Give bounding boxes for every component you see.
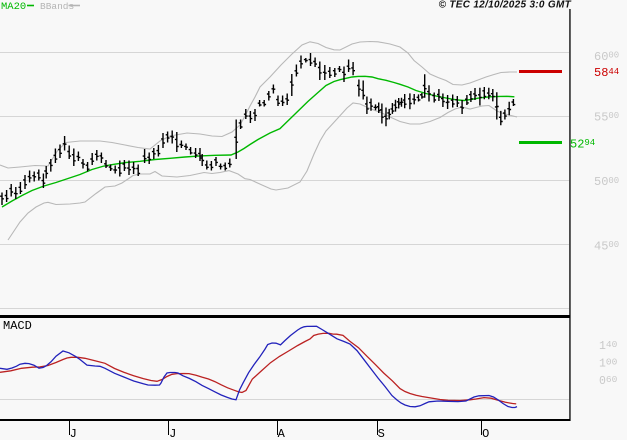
svg-text:A: A: [278, 427, 286, 440]
svg-text:4500: 4500: [594, 239, 619, 253]
svg-text:5844: 5844: [594, 66, 619, 80]
svg-text:J: J: [169, 427, 176, 440]
svg-text:BBands: BBands: [40, 1, 74, 12]
svg-text:060: 060: [599, 374, 618, 388]
svg-text:100: 100: [599, 357, 618, 371]
svg-text:MACD: MACD: [3, 319, 32, 333]
svg-text:5000: 5000: [594, 175, 619, 189]
svg-text:O: O: [482, 427, 489, 440]
svg-text:6000: 6000: [594, 50, 619, 64]
svg-text:5294: 5294: [570, 137, 595, 151]
svg-text:5500: 5500: [594, 110, 619, 124]
svg-text:140: 140: [599, 339, 618, 353]
svg-text:S: S: [378, 427, 385, 440]
svg-text:J: J: [70, 427, 77, 440]
svg-text:MA20: MA20: [1, 1, 26, 13]
svg-text:© TEC 12/10/2025 3:0 GMT: © TEC 12/10/2025 3:0 GMT: [439, 0, 572, 11]
